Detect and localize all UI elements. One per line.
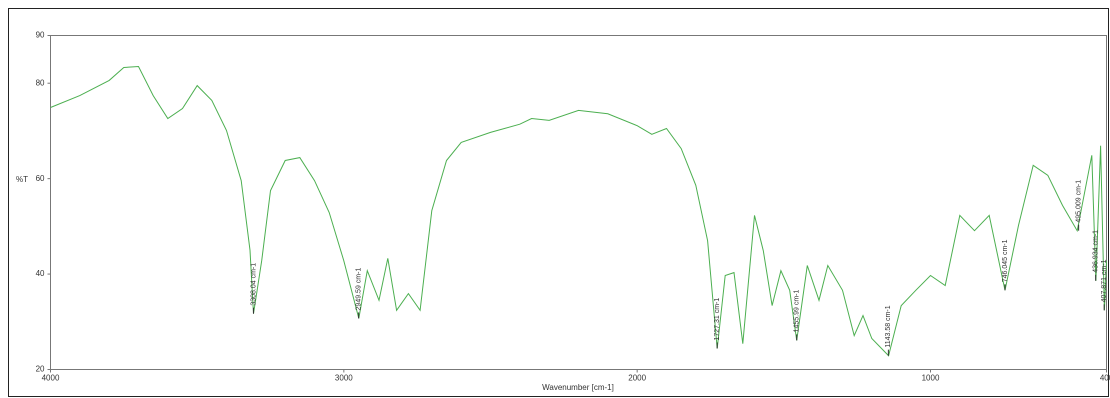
y-tick-label: 90: [36, 31, 45, 40]
x-axis-label: Wavenumber [cm-1]: [542, 383, 614, 392]
peak-label: 436.934 cm-1: [1093, 230, 1100, 273]
y-tick-label: 20: [36, 365, 45, 374]
x-tick-label: 3000: [335, 374, 353, 383]
x-tick-label: 1000: [922, 374, 940, 383]
peak-label: 1143.58 cm-1: [885, 305, 892, 347]
x-tick-label: 400: [1100, 374, 1110, 383]
peak-label: 746.045 cm-1: [1002, 239, 1009, 282]
y-tick-label: 80: [36, 78, 45, 87]
y-tick-label: 40: [36, 269, 45, 278]
y-tick-label: 60: [36, 174, 45, 183]
peak-label: 3308.04 cm-1: [250, 263, 257, 306]
x-tick-label: 4000: [42, 374, 60, 383]
y-axis-label: %T: [16, 175, 28, 184]
peak-label: 2949.59 cm-1: [355, 268, 362, 311]
x-tick-label: 2000: [628, 374, 646, 383]
plot-frame: [50, 35, 1107, 370]
peak-label: 1455.99 cm-1: [794, 289, 801, 332]
peak-label: 407.871 cm-1: [1101, 259, 1108, 302]
peak-label: 1727.31 cm-1: [714, 298, 721, 341]
peak-label: 495.009 cm-1: [1075, 180, 1082, 223]
outer-frame: [8, 8, 1109, 397]
spectrum-line: [50, 65, 1107, 357]
